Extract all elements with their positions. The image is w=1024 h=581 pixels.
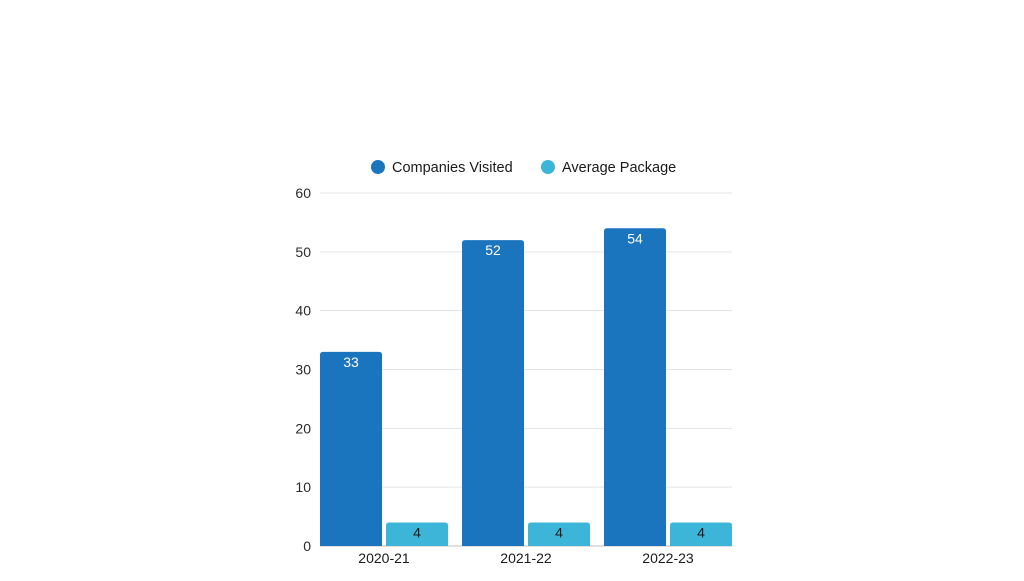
gridlines	[320, 192, 732, 547]
bars	[320, 228, 732, 547]
bar	[320, 351, 382, 546]
x-tick-label: 2020-21	[358, 550, 410, 566]
bar	[386, 522, 448, 546]
y-axis-ticks: 0 10 20 30 40 50 60	[295, 185, 311, 554]
legend-label: Companies Visited	[392, 160, 513, 176]
data-label: 4	[413, 524, 421, 540]
x-tick-label: 2022-23	[642, 550, 694, 566]
data-labels: 33 4 52 4 54 4	[343, 230, 705, 540]
x-axis-ticks: 2020-21 2021-22 2022-23	[358, 550, 694, 566]
bar	[604, 228, 666, 547]
data-label: 33	[343, 354, 359, 370]
y-tick-label: 60	[295, 185, 311, 201]
y-tick-label: 0	[303, 538, 311, 554]
y-tick-label: 40	[295, 303, 311, 319]
y-tick-label: 10	[295, 479, 311, 495]
y-tick-label: 20	[295, 420, 311, 436]
x-tick-label: 2021-22	[500, 550, 552, 566]
y-tick-label: 50	[295, 244, 311, 260]
legend-label: Average Package	[562, 160, 676, 176]
legend-swatch	[371, 160, 385, 174]
bar	[528, 522, 590, 546]
data-label: 4	[555, 524, 563, 540]
data-label: 54	[627, 230, 643, 246]
legend-swatch	[541, 160, 555, 174]
legend-item: Companies Visited	[371, 160, 513, 176]
bar	[462, 240, 524, 547]
bar	[670, 522, 732, 546]
legend-item: Average Package	[541, 160, 676, 176]
data-label: 4	[697, 524, 705, 540]
y-tick-label: 30	[295, 362, 311, 378]
legend: Companies Visited Average Package	[371, 160, 676, 176]
data-label: 52	[485, 242, 501, 258]
